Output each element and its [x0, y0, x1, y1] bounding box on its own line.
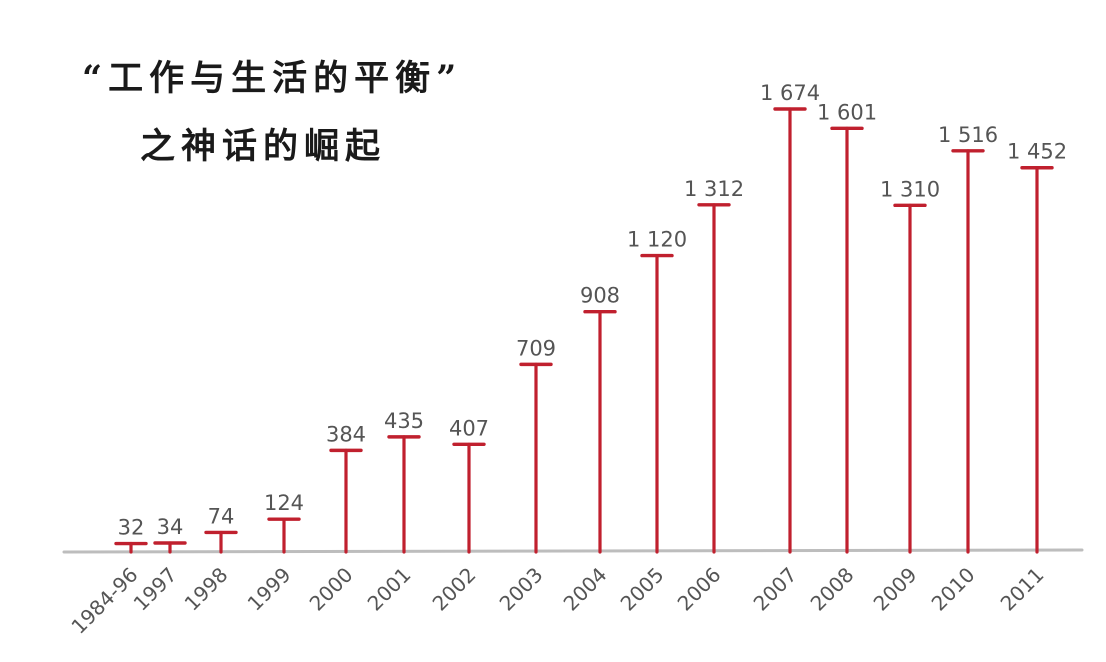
value-label: 407	[449, 416, 489, 440]
category-label: 1997	[129, 563, 182, 616]
chart-title-line-2: 之神话的崛起	[140, 126, 386, 167]
category-label: 2008	[806, 563, 859, 616]
category-label: 2001	[363, 563, 416, 616]
chart-title-line-1: “工作与生活的平衡”	[82, 58, 462, 99]
bar-2008	[830, 126, 864, 554]
bar-2000	[329, 448, 363, 554]
bar-1997	[153, 541, 187, 554]
bar-2006	[697, 203, 731, 554]
category-label: 2002	[428, 563, 481, 616]
bar-2010	[951, 149, 985, 554]
value-label: 435	[384, 409, 424, 433]
x-axis-baseline	[62, 548, 1084, 554]
category-label: 1998	[180, 563, 233, 616]
category-label: 2004	[559, 563, 612, 616]
value-label: 908	[580, 284, 620, 308]
bar-2007	[773, 107, 807, 554]
value-label: 1 674	[760, 81, 820, 105]
bar-2001	[387, 435, 421, 554]
value-label: 384	[326, 422, 366, 446]
bar-1999	[267, 517, 301, 554]
bar-2004	[583, 310, 617, 554]
value-label: 1 516	[938, 123, 998, 147]
value-label: 709	[516, 336, 556, 360]
category-label: 2000	[305, 563, 358, 616]
bar-2011	[1020, 166, 1054, 554]
bar-1998	[204, 530, 238, 554]
value-label: 74	[208, 504, 235, 528]
bar-2003	[519, 362, 553, 554]
value-label: 1 601	[817, 100, 877, 124]
bars-group	[114, 107, 1054, 554]
category-label: 2009	[869, 563, 922, 616]
category-label: 1999	[243, 563, 296, 616]
value-label: 1 120	[627, 228, 687, 252]
bar-2009	[893, 203, 927, 554]
bar-2002	[452, 442, 486, 554]
category-label: 2007	[749, 563, 802, 616]
category-label: 2005	[616, 563, 669, 616]
category-label: 2003	[495, 563, 548, 616]
category-label: 2010	[927, 563, 980, 616]
category-label: 2011	[996, 563, 1049, 616]
bar-2005	[640, 253, 674, 554]
value-label: 1 312	[684, 177, 744, 201]
bar-1984-96	[114, 541, 148, 554]
value-label: 32	[118, 516, 145, 540]
value-label: 124	[264, 491, 304, 515]
value-label: 34	[157, 515, 184, 539]
category-label: 2006	[673, 563, 726, 616]
value-label: 1 310	[880, 177, 940, 201]
value-label: 1 452	[1007, 140, 1067, 164]
